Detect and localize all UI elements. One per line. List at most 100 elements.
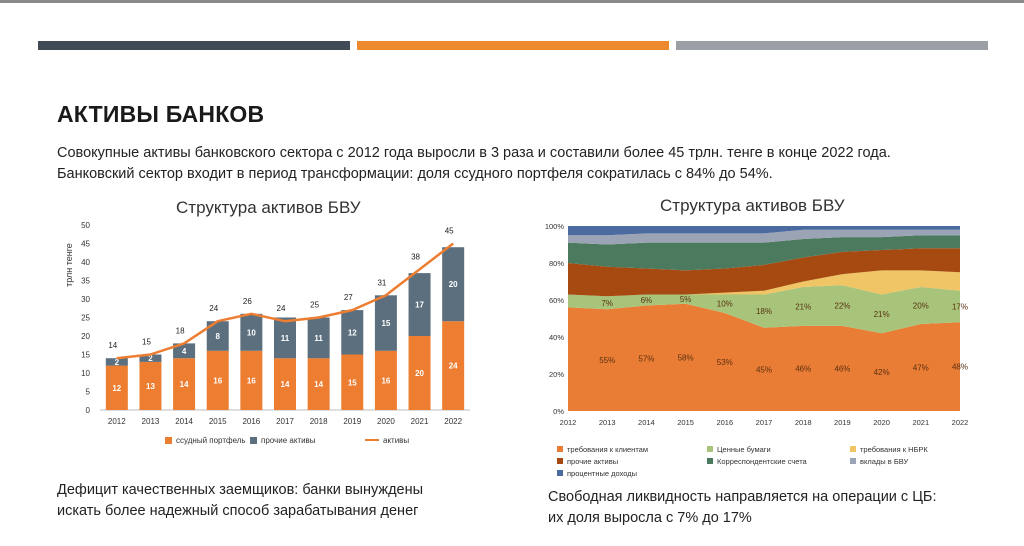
- note-right-line-1: Свободная ликвидность направляется на оп…: [548, 489, 937, 505]
- legend-label: ссудный портфель: [176, 436, 246, 445]
- bar-loan-portfolio: [105, 365, 128, 410]
- area-series: [568, 285, 960, 334]
- x-tick-label: 2022: [444, 417, 462, 426]
- assets-structure-area-chart: 55% 57% 58% 53% 45% 46% 46% 42% 47% 48% 7% 6% 5% 10% 1…: [545, 222, 969, 478]
- bar-loan-label: 15: [348, 378, 357, 387]
- bar-loan-portfolio: [274, 358, 296, 410]
- x-tick-label: 2018: [310, 417, 328, 426]
- y-tick-label: 80%: [549, 259, 564, 268]
- x-tick-label: 2021: [411, 417, 429, 426]
- bar-chart-title: Структура активов БВУ: [176, 198, 361, 217]
- y-tick-label: 30: [81, 295, 90, 304]
- bar-loan-portfolio: [240, 350, 263, 410]
- legend-swatch: [850, 458, 856, 464]
- bar-other-label: 8: [216, 332, 221, 341]
- bar-other-assets: [374, 295, 397, 351]
- assets-line-label: 26: [243, 297, 252, 306]
- bar-other-assets: [341, 310, 364, 355]
- y-tick-label: 10: [81, 369, 90, 378]
- legend-swatch: [165, 437, 172, 444]
- x-tick-label: 2019: [343, 417, 361, 426]
- x-tick-label: 2012: [108, 417, 126, 426]
- page-title: АКТИВЫ БАНКОВ: [57, 101, 265, 127]
- bar-loan-label: 16: [381, 376, 390, 385]
- assets-line-label: 24: [209, 304, 218, 313]
- area-data-label: 20%: [913, 302, 929, 311]
- header-band-gray: [676, 41, 988, 50]
- assets-bar-chart: трлн тенге051015202530354045501222012132…: [64, 221, 470, 445]
- area-data-label: 48%: [952, 363, 968, 372]
- bar-loan-label: 16: [247, 376, 256, 385]
- bar-loan-label: 13: [146, 382, 155, 391]
- area-series: [568, 303, 960, 411]
- x-tick-label: 2016: [716, 418, 733, 427]
- legend-swatch: [707, 458, 713, 464]
- y-tick-label: 20: [81, 332, 90, 341]
- legend-label: процентные доходы: [567, 469, 637, 478]
- legend-swatch: [557, 470, 563, 476]
- area-data-label: 47%: [913, 364, 929, 373]
- bar-other-assets: [173, 343, 196, 359]
- x-tick-label: 2022: [952, 418, 969, 427]
- legend-label: Ценные бумаги: [717, 445, 771, 454]
- x-tick-label: 2020: [873, 418, 890, 427]
- area-data-label: 57%: [638, 354, 654, 363]
- bar-other-label: 2: [148, 354, 153, 363]
- area-data-label: 7%: [601, 299, 613, 308]
- legend-label: прочие активы: [567, 457, 618, 466]
- y-tick-label: 35: [81, 277, 90, 286]
- bar-loan-label: 12: [112, 384, 121, 393]
- y-tick-label: 25: [81, 314, 90, 323]
- bar-other-assets: [139, 354, 162, 362]
- bar-loan-portfolio: [173, 358, 196, 410]
- x-tick-label: 2018: [795, 418, 812, 427]
- bar-loan-portfolio: [139, 361, 162, 410]
- bar-loan-label: 14: [314, 380, 323, 389]
- legend-label: вклады в БВУ: [860, 457, 908, 466]
- bar-loan-portfolio: [206, 350, 229, 410]
- area-data-label: 18%: [756, 307, 772, 316]
- bar-other-assets: [274, 317, 296, 359]
- assets-line: [116, 242, 454, 360]
- y-tick-label: 0%: [553, 407, 564, 416]
- assets-line-label: 25: [310, 301, 319, 310]
- area-data-label: 55%: [599, 356, 615, 365]
- bar-other-label: 11: [314, 334, 323, 343]
- lead-text-line-2: Банковский сектор входит в период трансф…: [57, 166, 773, 182]
- assets-line-label: 24: [277, 304, 286, 313]
- area-data-label: 42%: [874, 368, 890, 377]
- legend-swatch: [707, 446, 713, 452]
- area-series: [568, 229, 960, 245]
- area-data-label: 46%: [795, 364, 811, 373]
- x-tick-label: 2015: [677, 418, 694, 427]
- assets-line-label: 15: [142, 338, 151, 347]
- area-data-label: 21%: [795, 302, 811, 311]
- area-data-label: 5%: [680, 295, 692, 304]
- x-tick-label: 2013: [142, 417, 160, 426]
- area-data-label: 45%: [756, 365, 772, 374]
- y-tick-label: 45: [81, 240, 90, 249]
- x-tick-label: 2017: [276, 417, 294, 426]
- bar-other-label: 15: [381, 319, 390, 328]
- area-data-label: 10%: [717, 300, 733, 309]
- bar-other-assets: [408, 273, 431, 336]
- y-tick-label: 100%: [545, 222, 565, 231]
- assets-line-label: 45: [445, 227, 454, 236]
- area-data-label: 53%: [717, 358, 733, 367]
- legend-label: требования к клиентам: [567, 445, 648, 454]
- legend-swatch: [850, 446, 856, 452]
- legend-label: активы: [383, 436, 409, 445]
- x-tick-label: 2017: [756, 418, 773, 427]
- bar-loan-portfolio: [408, 336, 431, 410]
- area-data-label: 22%: [834, 302, 850, 311]
- bar-other-label: 10: [247, 328, 256, 337]
- bar-other-assets: [105, 358, 128, 366]
- y-tick-label: 60%: [549, 296, 564, 305]
- bar-other-label: 20: [449, 280, 458, 289]
- legend-swatch: [250, 437, 257, 444]
- area-data-label: 46%: [834, 364, 850, 373]
- note-left-line-1: Дефицит качественных заемщиков: банки вы…: [57, 482, 424, 498]
- assets-line-label: 18: [176, 326, 185, 335]
- y-tick-label: 40%: [549, 333, 564, 342]
- bar-other-label: 4: [182, 347, 187, 356]
